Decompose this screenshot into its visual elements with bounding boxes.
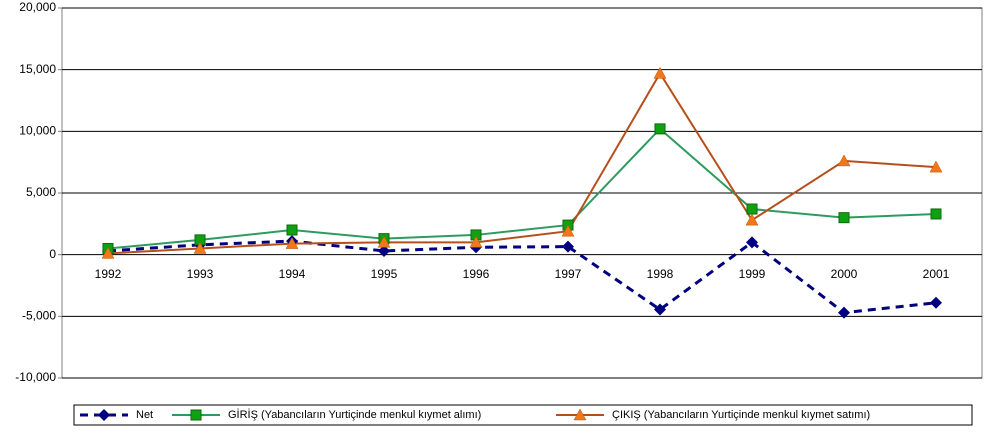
- marker: [654, 123, 666, 135]
- marker: [562, 240, 574, 253]
- legend-marker: [98, 409, 110, 421]
- y-tick-label: -10,000: [15, 370, 56, 384]
- marker: [286, 224, 298, 236]
- x-tick-label: 2001: [923, 267, 950, 281]
- y-tick-label: 0: [49, 247, 56, 261]
- marker: [745, 213, 759, 226]
- y-tick-label: 5,000: [26, 185, 56, 199]
- marker: [653, 66, 667, 79]
- legend-box: [73, 404, 973, 426]
- x-tick-label: 1997: [555, 267, 582, 281]
- x-tick-label: 1999: [739, 267, 766, 281]
- marker: [378, 244, 390, 257]
- series-line: [107, 239, 937, 315]
- x-tick-label: 1996: [463, 267, 490, 281]
- legend-label: Net: [136, 409, 153, 421]
- x-tick-label: 1994: [279, 267, 306, 281]
- x-tick-label: 2000: [831, 267, 858, 281]
- legend-marker: [190, 409, 202, 421]
- marker: [930, 296, 942, 309]
- series-line: [107, 71, 937, 255]
- y-tick-label: 10,000: [19, 124, 56, 138]
- legend-label: GİRİŞ (Yabancıların Yurtiçinde menkul kı…: [228, 408, 481, 421]
- marker: [561, 224, 575, 237]
- x-tick-label: 1995: [371, 267, 398, 281]
- series-line: [107, 127, 937, 250]
- marker: [193, 241, 207, 254]
- x-tick-label: 1998: [647, 267, 674, 281]
- x-tick-label: 1992: [95, 267, 122, 281]
- marker: [838, 212, 850, 224]
- marker: [837, 154, 851, 167]
- marker: [469, 235, 483, 248]
- marker: [929, 160, 943, 173]
- marker: [746, 236, 758, 249]
- y-tick-label: -5,000: [22, 309, 56, 323]
- marker: [654, 303, 666, 316]
- marker: [101, 246, 115, 259]
- marker: [285, 237, 299, 249]
- legend-label: ÇIKIŞ (Yabancıların Yurtiçinde menkul kı…: [612, 409, 870, 421]
- y-tick-label: 15,000: [19, 62, 56, 76]
- marker: [838, 306, 850, 319]
- marker: [930, 208, 942, 220]
- x-tick-label: 1993: [187, 267, 214, 281]
- marker: [377, 235, 391, 248]
- marker: [746, 203, 758, 215]
- y-tick-label: 20,000: [19, 0, 56, 14]
- legend-marker: [573, 408, 587, 421]
